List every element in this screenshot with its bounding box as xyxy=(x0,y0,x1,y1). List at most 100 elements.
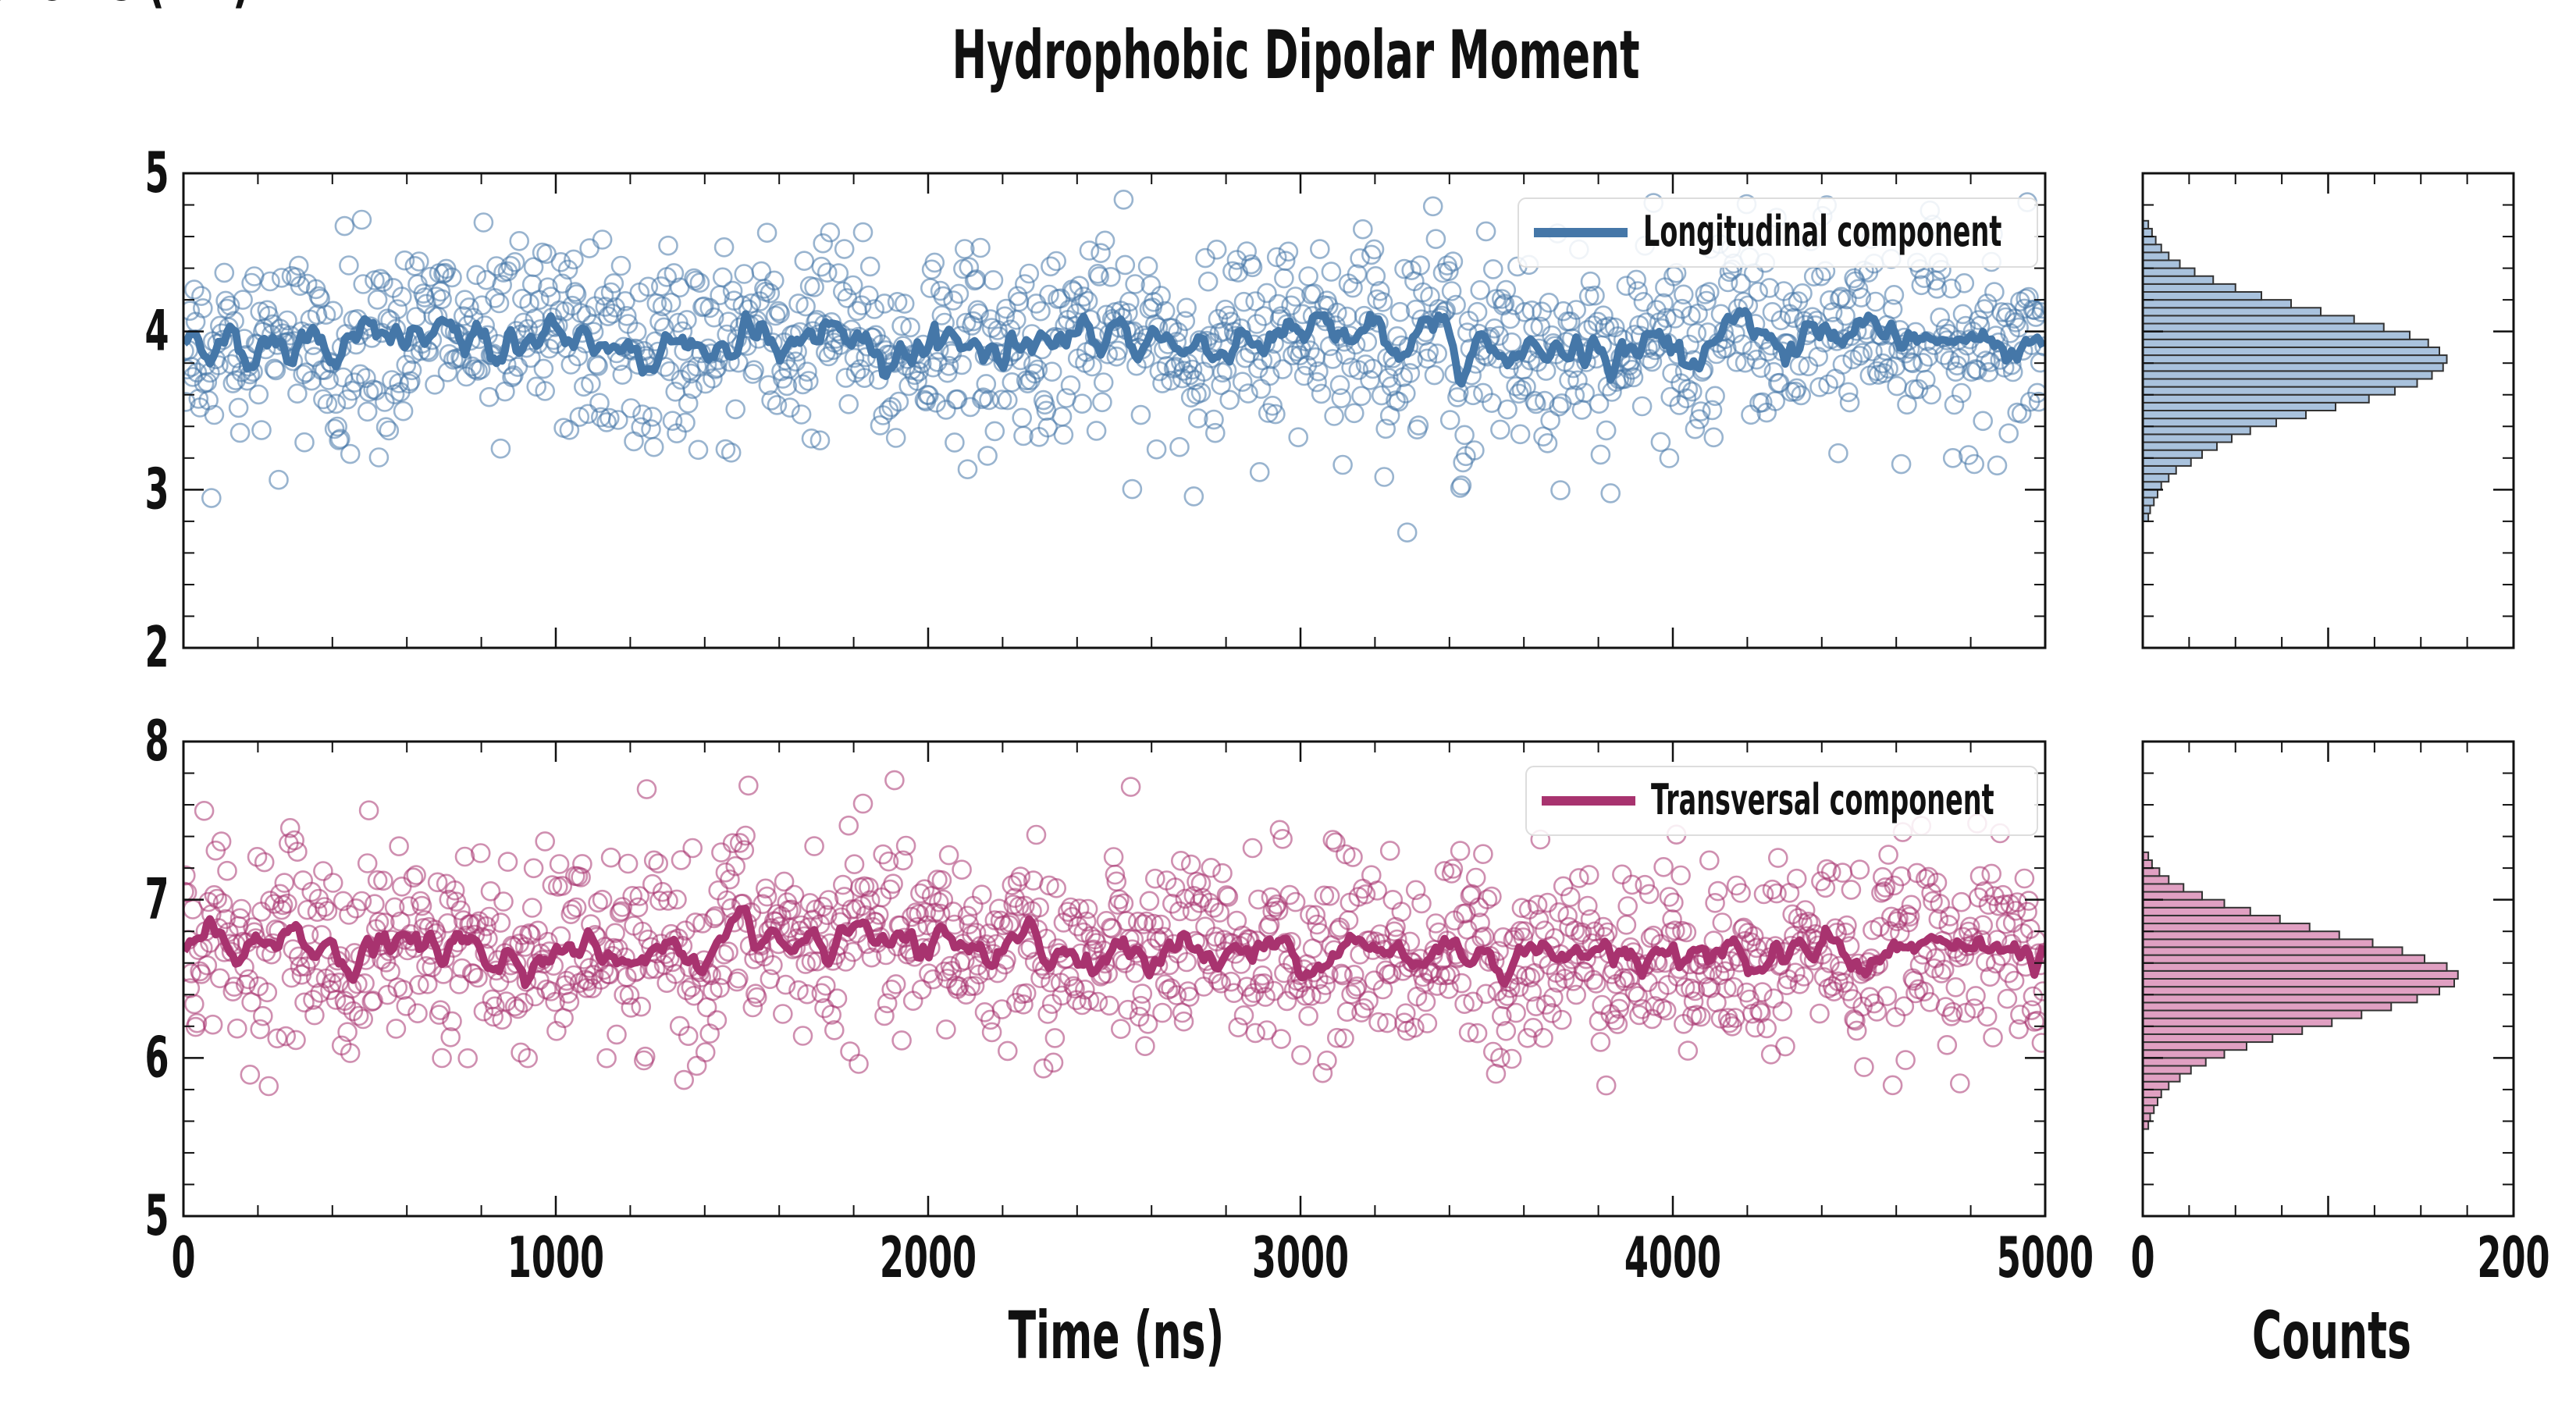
data-point xyxy=(1130,995,1151,1016)
data-point xyxy=(538,277,558,298)
data-point xyxy=(1307,914,1327,935)
data-point xyxy=(1058,902,1078,922)
data-point xyxy=(432,289,452,310)
data-point xyxy=(1571,400,1592,420)
data-point xyxy=(756,222,777,244)
data-point xyxy=(632,404,653,425)
data-point xyxy=(1578,865,1599,885)
data-point xyxy=(1482,886,1502,907)
data-point xyxy=(1242,257,1263,278)
data-point xyxy=(1467,1023,1488,1044)
data-point xyxy=(980,309,1001,329)
data-point xyxy=(859,877,879,898)
data-point xyxy=(257,982,278,1003)
data-point xyxy=(1607,1014,1628,1034)
data-point xyxy=(924,252,945,273)
data-point xyxy=(713,237,735,258)
data-point xyxy=(1060,375,1081,396)
data-point xyxy=(387,299,408,320)
data-point xyxy=(340,443,361,464)
data-point xyxy=(1358,991,1379,1011)
data-point xyxy=(914,879,935,899)
data-point xyxy=(1676,388,1697,409)
data-point xyxy=(183,357,201,377)
data-point xyxy=(1175,311,1196,332)
data-point xyxy=(231,898,252,919)
data-point xyxy=(274,873,295,893)
data-point xyxy=(1211,973,1231,994)
data-point xyxy=(1731,883,1751,903)
legend-label: Transversal component xyxy=(1651,775,1994,825)
data-point xyxy=(1315,975,1336,995)
data-point xyxy=(1792,283,1813,304)
histogram-bar xyxy=(2142,291,2262,301)
data-point xyxy=(1628,986,1648,1006)
data-point xyxy=(1785,962,1806,983)
data-point xyxy=(1656,1000,1677,1021)
data-point xyxy=(504,996,525,1017)
data-point xyxy=(933,889,954,910)
data-point xyxy=(1111,1019,1131,1039)
longitudinal-panel: 2 3 4 5 Longitudinal component xyxy=(144,140,2047,681)
data-point xyxy=(804,277,824,297)
data-point xyxy=(287,383,308,404)
data-point xyxy=(818,346,839,367)
data-point xyxy=(529,290,550,311)
data-point xyxy=(1118,999,1138,1020)
data-point xyxy=(442,1011,462,1032)
data-point xyxy=(1331,388,1352,409)
data-point xyxy=(1712,912,1733,933)
data-point xyxy=(571,867,591,887)
data-point xyxy=(479,906,500,927)
data-point xyxy=(1614,971,1635,991)
histogram-bar xyxy=(2142,401,2336,411)
histogram-bar xyxy=(2142,867,2161,877)
data-point xyxy=(1135,1036,1155,1056)
data-point xyxy=(1169,901,1190,922)
data-point xyxy=(1099,995,1119,1016)
data-point xyxy=(1705,893,1725,913)
data-point xyxy=(1942,447,1963,468)
data-point xyxy=(1233,1005,1254,1026)
data-point xyxy=(1322,830,1343,850)
data-point xyxy=(1475,984,1496,1005)
data-point xyxy=(1610,992,1631,1012)
data-point xyxy=(457,1048,479,1069)
data-point xyxy=(1443,251,1464,272)
data-point xyxy=(1171,851,1191,871)
data-point xyxy=(770,303,790,324)
data-point xyxy=(895,835,916,856)
data-point xyxy=(1497,399,1517,420)
data-point xyxy=(870,415,891,436)
data-point xyxy=(1204,898,1224,918)
data-point xyxy=(852,793,873,814)
data-point xyxy=(490,438,511,459)
data-point xyxy=(1838,382,1859,403)
data-point xyxy=(489,293,510,314)
data-point xyxy=(703,368,723,389)
data-point xyxy=(581,373,601,394)
data-point xyxy=(1218,887,1239,907)
data-point xyxy=(681,363,702,384)
data-point xyxy=(1027,359,1048,380)
data-point xyxy=(1322,349,1343,369)
data-point xyxy=(1343,277,1363,298)
data-point xyxy=(427,872,448,893)
data-point xyxy=(1578,286,1599,307)
data-point xyxy=(351,209,372,230)
data-point xyxy=(550,251,571,272)
data-point xyxy=(1851,287,1872,308)
data-point xyxy=(459,297,479,318)
data-point xyxy=(1678,1040,1699,1061)
data-point xyxy=(1173,1011,1194,1032)
data-point xyxy=(557,259,578,280)
data-point xyxy=(334,215,355,237)
data-point xyxy=(1752,392,1773,413)
data-point xyxy=(1626,269,1646,290)
data-point xyxy=(254,852,275,873)
data-point xyxy=(346,898,366,919)
data-point xyxy=(763,955,783,976)
data-point xyxy=(1285,891,1306,912)
data-point xyxy=(1288,427,1308,448)
data-point xyxy=(1454,425,1475,446)
